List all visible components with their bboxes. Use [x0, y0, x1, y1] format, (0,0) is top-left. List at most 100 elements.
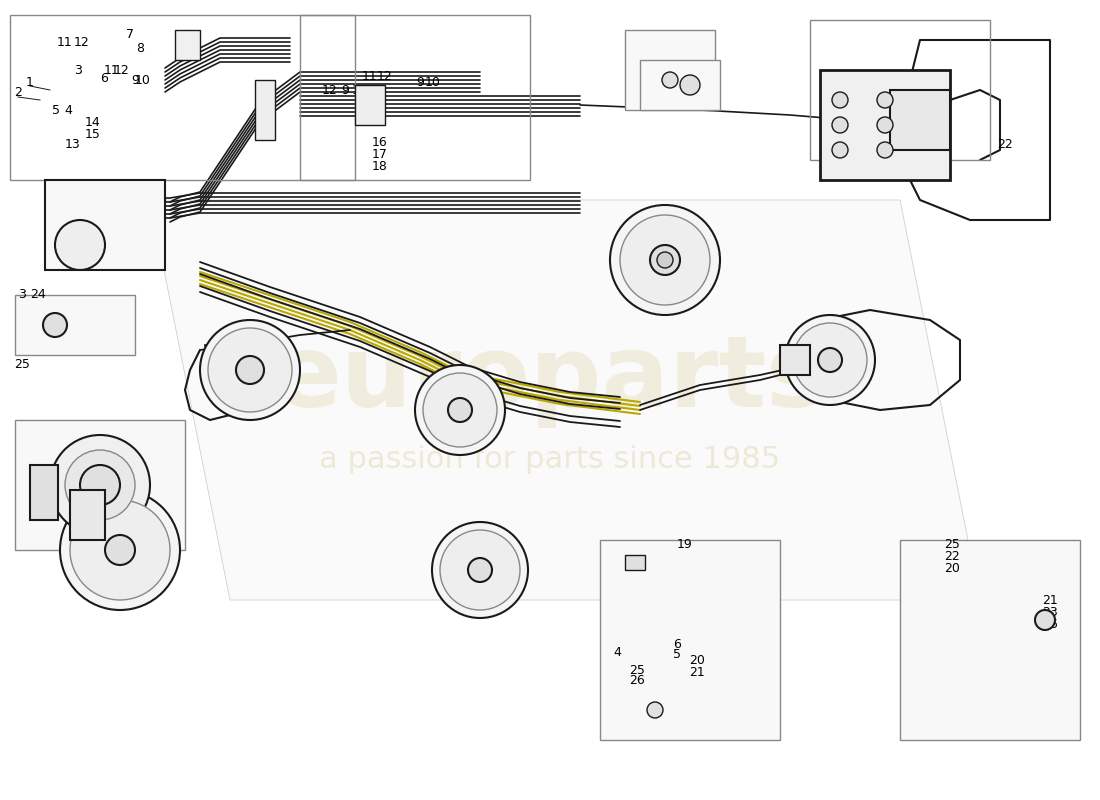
Text: 18: 18: [372, 159, 388, 173]
Text: 25: 25: [645, 38, 660, 51]
Text: 5: 5: [673, 649, 681, 662]
Bar: [300, 15, 530, 180]
Text: 4: 4: [613, 646, 620, 658]
Text: 10: 10: [425, 75, 441, 89]
Circle shape: [415, 365, 505, 455]
Circle shape: [200, 320, 300, 420]
Circle shape: [236, 356, 264, 384]
Bar: [70, 490, 104, 540]
Text: 24: 24: [30, 289, 46, 302]
Text: 7: 7: [126, 29, 134, 42]
Text: 12: 12: [114, 63, 130, 77]
Text: 23: 23: [1042, 606, 1058, 618]
Circle shape: [55, 220, 104, 270]
Circle shape: [877, 117, 893, 133]
Circle shape: [468, 558, 492, 582]
Text: 3: 3: [18, 289, 26, 302]
Bar: [780, 345, 810, 375]
Circle shape: [785, 315, 874, 405]
Circle shape: [65, 450, 135, 520]
Text: 11: 11: [104, 63, 120, 77]
Text: 1: 1: [26, 75, 34, 89]
Bar: [255, 80, 275, 140]
Circle shape: [104, 535, 135, 565]
Text: 21: 21: [1042, 594, 1058, 606]
Bar: [355, 85, 385, 125]
Text: 2: 2: [14, 86, 22, 99]
Text: 14: 14: [85, 117, 101, 130]
Circle shape: [440, 530, 520, 610]
Circle shape: [424, 373, 497, 447]
Text: 20: 20: [944, 562, 960, 575]
Circle shape: [432, 522, 528, 618]
Circle shape: [448, 398, 472, 422]
Text: 24: 24: [662, 38, 678, 51]
Circle shape: [80, 465, 120, 505]
Circle shape: [70, 500, 170, 600]
Circle shape: [680, 75, 700, 95]
Circle shape: [50, 435, 150, 535]
Text: 22: 22: [997, 138, 1013, 151]
Bar: [10, 15, 355, 180]
Text: 12: 12: [322, 83, 338, 97]
Circle shape: [208, 328, 292, 412]
Text: 9: 9: [416, 75, 424, 89]
Text: 26: 26: [1042, 618, 1058, 630]
Text: 25: 25: [944, 538, 960, 551]
Text: 4: 4: [64, 103, 72, 117]
Circle shape: [647, 702, 663, 718]
Circle shape: [793, 323, 867, 397]
Circle shape: [610, 205, 720, 315]
Bar: [625, 30, 715, 110]
Bar: [15, 420, 185, 550]
Bar: [175, 30, 200, 60]
Text: 20: 20: [689, 654, 705, 666]
Text: 25: 25: [629, 663, 645, 677]
Bar: [810, 20, 990, 160]
Text: 12: 12: [377, 70, 393, 83]
Text: 21: 21: [689, 666, 705, 678]
Text: 6: 6: [673, 638, 681, 651]
Bar: [45, 180, 165, 270]
Text: 6: 6: [100, 73, 108, 86]
Text: 10: 10: [135, 74, 151, 86]
Circle shape: [620, 215, 710, 305]
Bar: [30, 465, 58, 520]
Text: 19: 19: [678, 538, 693, 551]
Circle shape: [650, 245, 680, 275]
Text: 25: 25: [14, 358, 30, 371]
Text: 13: 13: [65, 138, 81, 151]
Circle shape: [1035, 610, 1055, 630]
Circle shape: [818, 348, 842, 372]
Circle shape: [43, 313, 67, 337]
Text: 22: 22: [944, 550, 960, 563]
Bar: [625, 555, 645, 570]
Circle shape: [877, 142, 893, 158]
Bar: [15, 295, 135, 355]
Text: 11: 11: [362, 70, 378, 83]
Text: 3: 3: [74, 63, 81, 77]
Text: 10: 10: [352, 83, 367, 97]
Text: 8: 8: [136, 42, 144, 54]
Circle shape: [60, 490, 180, 610]
Text: 15: 15: [85, 129, 101, 142]
Bar: [900, 540, 1080, 740]
Polygon shape: [150, 200, 980, 600]
Bar: [820, 70, 950, 180]
Circle shape: [662, 72, 678, 88]
Circle shape: [832, 92, 848, 108]
Bar: [600, 540, 780, 740]
Bar: [890, 90, 950, 150]
Text: 16: 16: [372, 135, 388, 149]
Ellipse shape: [830, 80, 910, 160]
Circle shape: [877, 92, 893, 108]
Text: 17: 17: [372, 147, 388, 161]
Circle shape: [832, 142, 848, 158]
Text: 26: 26: [629, 674, 645, 686]
Circle shape: [657, 252, 673, 268]
Text: 9: 9: [131, 74, 139, 86]
Text: 9: 9: [341, 83, 349, 97]
Text: a passion for parts since 1985: a passion for parts since 1985: [319, 446, 781, 474]
Text: 5: 5: [52, 103, 60, 117]
Bar: [640, 60, 720, 110]
